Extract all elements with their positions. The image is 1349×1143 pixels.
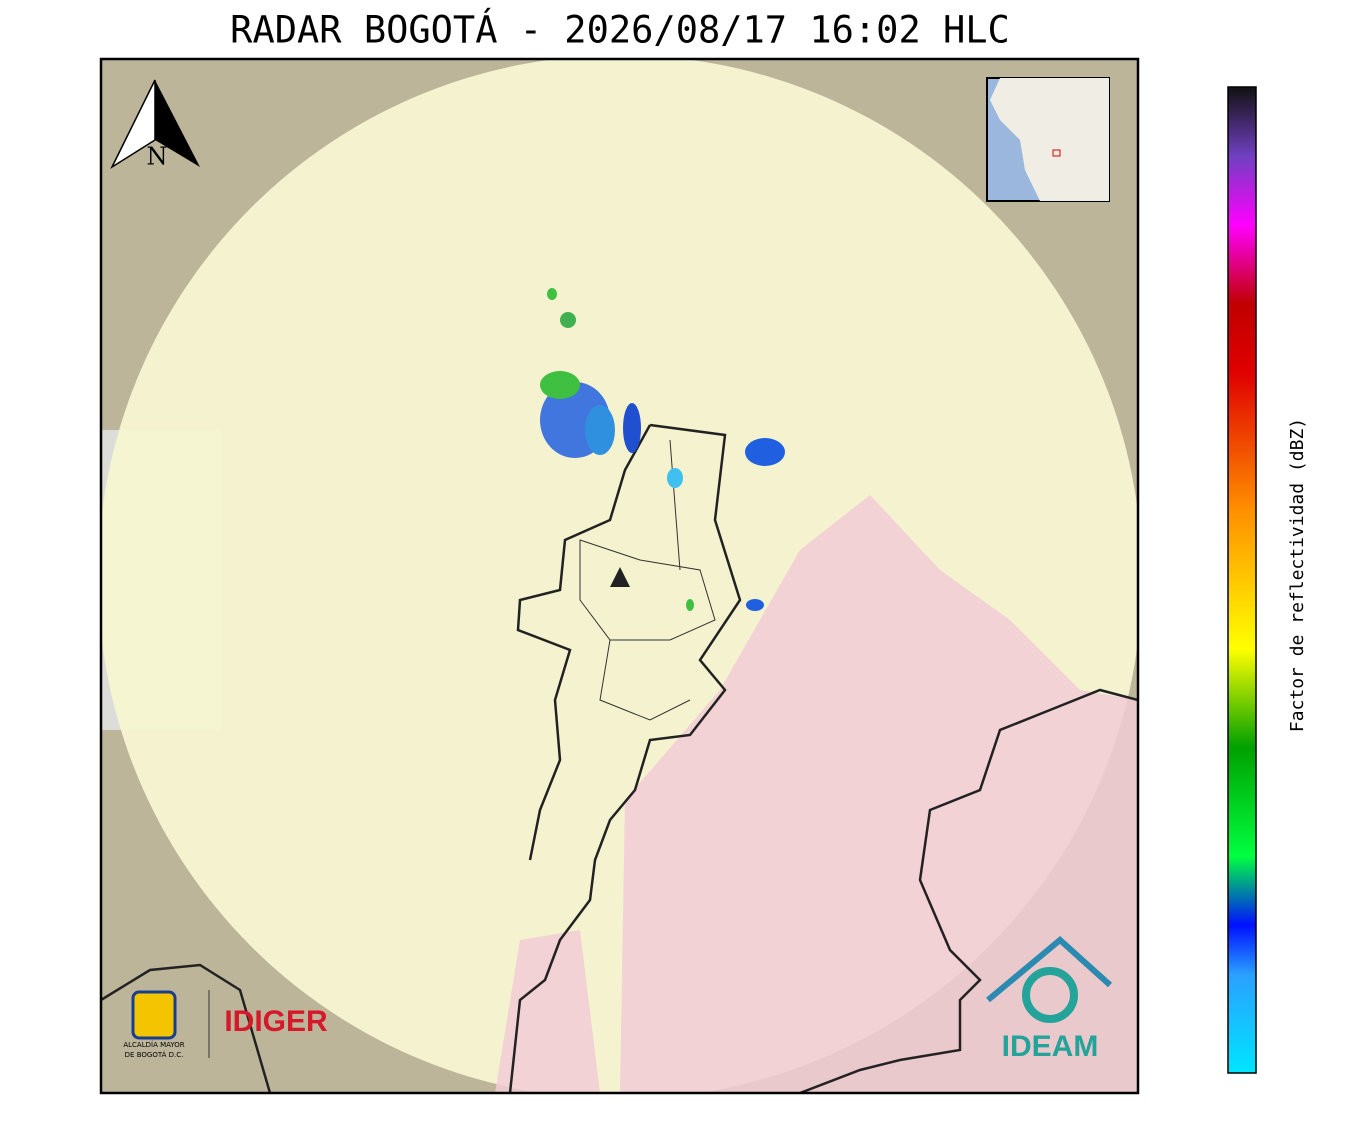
radar-site: [610, 567, 630, 587]
district-boundary: [508, 423, 742, 1093]
department-boundary: [101, 963, 272, 1093]
alcaldia-text: DE BOGOTÁ D.C.: [125, 1050, 184, 1059]
echo: [585, 405, 615, 455]
north-label: N: [147, 143, 168, 171]
inset-land: [990, 78, 1109, 201]
echo: [686, 599, 694, 611]
swirl: [1022, 967, 1078, 1023]
north-arrow: N: [110, 79, 200, 171]
echo: [623, 403, 641, 453]
inset-map: [986, 77, 1110, 202]
locality-boundaries: [579, 439, 716, 721]
map-frame: [99, 57, 1140, 1095]
echo: [560, 312, 576, 328]
district-boundary: [516, 424, 652, 861]
alcaldia-logo: ALCALDÍA MAYOR DE BOGOTÁ D.C. IDIGER: [123, 990, 328, 1059]
echo: [547, 288, 557, 300]
park-area: [495, 930, 600, 1093]
ideam-logo: IDEAM: [986, 936, 1113, 1063]
arrow-right: [155, 80, 200, 167]
map-area: N ALCALDÍA MAYOR DE BOGOTÁ D.C. IDIGER I…: [101, 59, 1138, 1093]
echo: [540, 371, 580, 399]
idiger-text: IDIGER: [224, 1005, 328, 1038]
shield: [131, 990, 177, 1040]
echo: [667, 468, 683, 488]
ideam-text: IDEAM: [1002, 1030, 1099, 1063]
department-boundary: [799, 688, 1138, 1093]
title: RADAR BOGOTÁ - 2026/08/17 16:02 HLC: [230, 8, 1010, 52]
colorbar: [1227, 86, 1257, 1074]
roof: [986, 936, 1113, 1003]
echo: [745, 438, 785, 466]
colorbar-label: Factor de reflectividad (dBZ): [1287, 418, 1308, 732]
echo: [746, 599, 764, 611]
park-area: [620, 495, 1138, 1093]
radar-echoes: [540, 288, 785, 611]
inset-locator: [1052, 149, 1061, 157]
alcaldia-text: ALCALDÍA MAYOR: [123, 1040, 184, 1049]
